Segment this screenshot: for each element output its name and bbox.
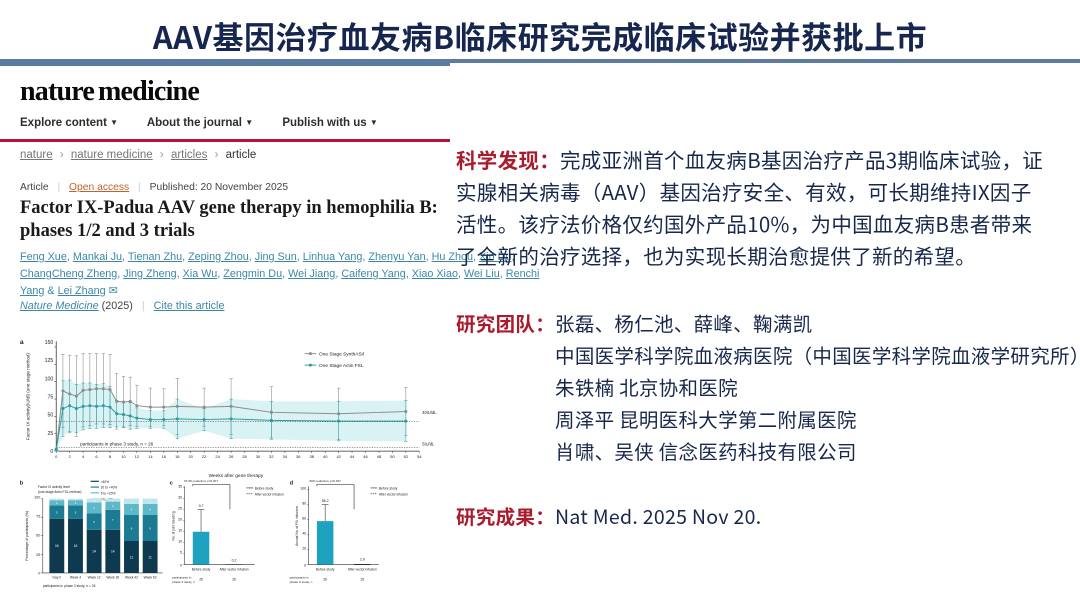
svg-text:54: 54 <box>417 454 422 459</box>
svg-text:26: 26 <box>229 454 234 459</box>
svg-text:16: 16 <box>74 544 78 548</box>
svg-text:40: 40 <box>302 532 306 536</box>
svg-text:(one-stage Actin FSL method): (one-stage Actin FSL method) <box>38 490 82 494</box>
svg-text:48: 48 <box>377 454 382 459</box>
svg-text:2.9: 2.9 <box>360 558 365 562</box>
svg-text:One Stage Actin FSL: One Stage Actin FSL <box>319 363 364 369</box>
svg-text:12: 12 <box>135 454 140 459</box>
svg-text:participants in phase 3 study,: participants in phase 3 study, n = 26 <box>43 584 96 588</box>
svg-text:5IU/dL: 5IU/dL <box>422 441 435 446</box>
svg-text:75: 75 <box>48 395 54 401</box>
svg-text:50: 50 <box>48 413 54 419</box>
svg-text:20: 20 <box>188 454 193 459</box>
svg-text:0: 0 <box>55 454 58 459</box>
svg-text:40: 40 <box>323 454 328 459</box>
svg-text:10: 10 <box>178 540 182 544</box>
svg-text:40IU/dL: 40IU/dL <box>422 410 437 415</box>
svg-text:After vector infusion: After vector infusion <box>255 492 284 496</box>
svg-text:0.2: 0.2 <box>232 558 237 562</box>
svg-text:60: 60 <box>302 517 306 521</box>
svg-text:0: 0 <box>304 563 306 567</box>
svg-text:5 to <20%: 5 to <20% <box>101 492 116 496</box>
svg-text:11: 11 <box>148 555 152 559</box>
svg-text:75: 75 <box>36 515 40 519</box>
svg-text:30: 30 <box>256 454 261 459</box>
svg-text:36: 36 <box>296 454 301 459</box>
svg-text:125: 125 <box>45 358 54 364</box>
svg-text:After vector infusion: After vector infusion <box>379 492 408 496</box>
svg-text:30: 30 <box>178 496 182 500</box>
svg-text:Week 42: Week 42 <box>125 576 138 580</box>
svg-text:80: 80 <box>302 502 306 506</box>
svg-text:2: 2 <box>69 454 72 459</box>
svg-text:26: 26 <box>199 577 203 581</box>
svg-text:0: 0 <box>180 563 182 567</box>
svg-text:42: 42 <box>336 454 341 459</box>
svg-text:14: 14 <box>92 550 96 554</box>
svg-text:52: 52 <box>404 454 409 459</box>
svg-text:Week 4: Week 4 <box>70 576 81 580</box>
svg-text:Percentage of participants (%): Percentage of participants (%) <box>25 511 29 561</box>
svg-text:phase 3 study, n: phase 3 study, n <box>172 580 195 584</box>
svg-text:18: 18 <box>175 454 180 459</box>
svg-text:26: 26 <box>232 577 236 581</box>
svg-text:22: 22 <box>202 454 207 459</box>
svg-text:32: 32 <box>269 454 274 459</box>
svg-text:25: 25 <box>48 431 54 437</box>
svg-text:Factor IX activity(IU/dl) (one: Factor IX activity(IU/dl) (one stage met… <box>25 353 30 441</box>
svg-text:14: 14 <box>111 550 115 554</box>
svg-text:participants in phase 3 study,: participants in phase 3 study, n = 26 <box>80 441 154 446</box>
svg-text:Week 52: Week 52 <box>144 576 157 580</box>
svg-text:9.7: 9.7 <box>199 504 204 508</box>
svg-text:phase 3 study, n: phase 3 study, n <box>290 580 313 584</box>
svg-text:No. of joint bleeding: No. of joint bleeding <box>172 511 176 540</box>
svg-text:One Stage SynthASil: One Stage SynthASil <box>319 352 364 358</box>
svg-text:34: 34 <box>283 454 288 459</box>
svg-text:6: 6 <box>95 454 98 459</box>
svg-text:38: 38 <box>310 454 315 459</box>
svg-text:26: 26 <box>360 577 364 581</box>
svg-text:25: 25 <box>36 553 40 557</box>
svg-text:100: 100 <box>45 376 54 382</box>
svg-text:Annual No. of FIX infusions: Annual No. of FIX infusions <box>295 506 299 546</box>
svg-text:20: 20 <box>178 518 182 522</box>
svg-text:Before study: Before study <box>316 567 335 571</box>
svg-text:Week 12: Week 12 <box>88 576 101 580</box>
svg-text:Weeks after gene therapy: Weeks after gene therapy <box>209 473 264 479</box>
svg-text:50: 50 <box>36 534 40 538</box>
svg-text:24: 24 <box>215 454 220 459</box>
svg-text:14: 14 <box>148 454 153 459</box>
svg-text:10: 10 <box>121 454 126 459</box>
svg-text:58.2: 58.2 <box>322 499 329 503</box>
svg-text:a: a <box>20 339 24 346</box>
svg-text:50: 50 <box>390 454 395 459</box>
svg-text:20: 20 <box>302 547 306 551</box>
svg-text:Day 0: Day 0 <box>53 576 62 580</box>
svg-text:100: 100 <box>34 496 40 500</box>
svg-text:16: 16 <box>55 544 59 548</box>
svg-text:150: 150 <box>45 340 54 346</box>
svg-text:5: 5 <box>180 551 182 555</box>
svg-text:After vector infusion: After vector infusion <box>348 567 377 571</box>
svg-text:44: 44 <box>350 454 355 459</box>
svg-text:15: 15 <box>178 529 182 533</box>
svg-text:25: 25 <box>178 507 182 511</box>
svg-text:46: 46 <box>363 454 368 459</box>
svg-text:Before study: Before study <box>192 567 211 571</box>
svg-text:0: 0 <box>50 449 53 455</box>
svg-text:Week 26: Week 26 <box>106 576 119 580</box>
svg-text:4: 4 <box>82 454 85 459</box>
svg-text:0: 0 <box>38 572 40 576</box>
svg-text:28: 28 <box>242 454 247 459</box>
svg-text:11: 11 <box>130 555 134 559</box>
svg-text:26: 26 <box>323 577 327 581</box>
svg-text:16: 16 <box>162 454 167 459</box>
svg-text:8: 8 <box>109 454 112 459</box>
svg-text:After vector infusion: After vector infusion <box>219 567 248 571</box>
